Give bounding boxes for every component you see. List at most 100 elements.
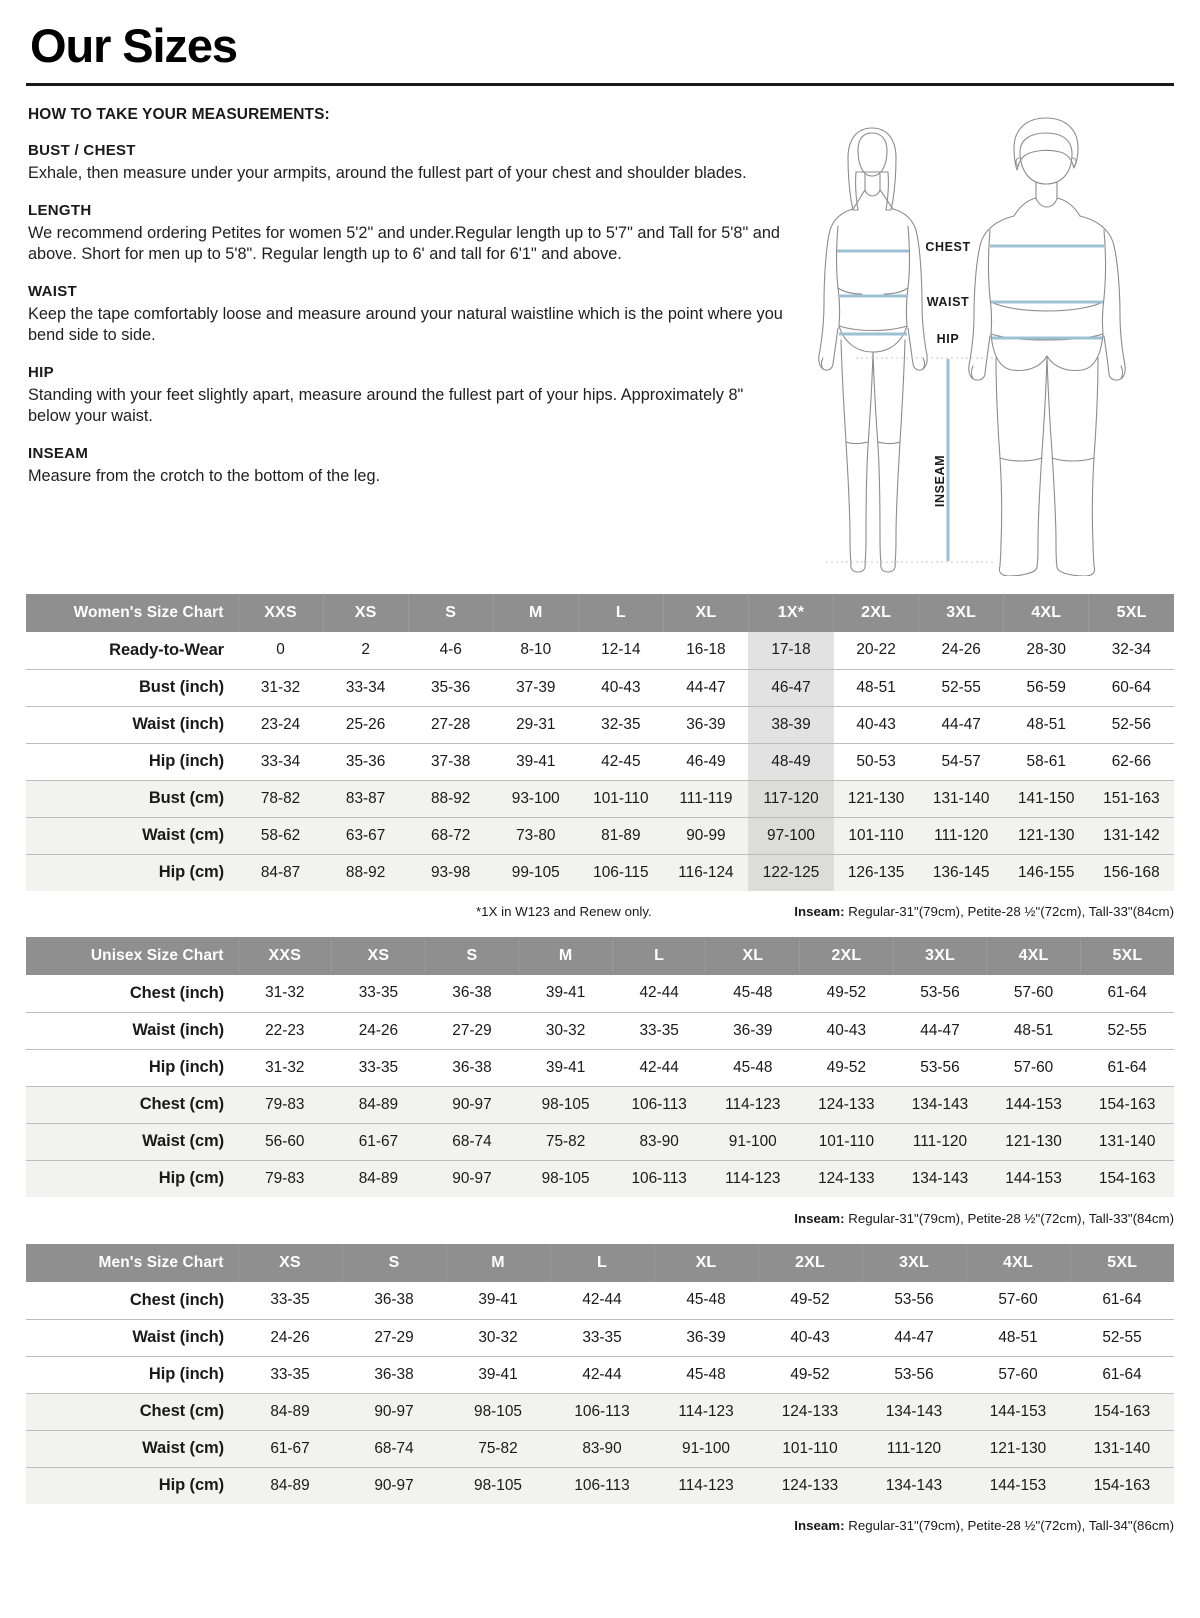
mens-cell: 154-163 (1070, 1467, 1174, 1504)
unisex-column-header-2xl: 2XL (799, 937, 894, 975)
womens-cell: 32-35 (578, 706, 664, 744)
womens-row-label: Hip (inch) (26, 743, 238, 781)
unisex-column-header-xs: XS (331, 937, 426, 975)
womens-cell: 46-49 (663, 743, 749, 781)
womens-cell: 46-47 (748, 669, 834, 707)
mens-column-header-s: S (342, 1244, 447, 1282)
unisex-cell: 61-64 (1080, 975, 1174, 1013)
womens-cell: 44-47 (663, 669, 749, 707)
mens-cell: 91-100 (654, 1430, 758, 1468)
womens-cell: 35-36 (323, 743, 409, 781)
mens-cell: 98-105 (446, 1467, 550, 1504)
instruction-label: BUST / CHEST (28, 142, 136, 159)
unisex-cell: 24-26 (331, 1012, 426, 1050)
womens-cell: 52-56 (1088, 706, 1174, 744)
womens-cell: 60-64 (1088, 669, 1174, 707)
womens-cell: 33-34 (238, 743, 324, 781)
unisex-cell: 68-74 (425, 1123, 519, 1161)
mens-cell: 24-26 (238, 1319, 342, 1357)
mens-row-label: Hip (inch) (26, 1356, 238, 1394)
womens-column-header-xl: XL (663, 594, 749, 632)
unisex-cell: 98-105 (518, 1086, 613, 1124)
womens-size-chart-block: Women's Size Chart XXS XS S M L XL 1X* 2XL 3XL 4X… (26, 594, 1174, 919)
unisex-cell: 36-38 (425, 975, 519, 1013)
unisex-cell: 39-41 (518, 975, 613, 1013)
inseam-label: Inseam: (794, 1211, 845, 1226)
mens-cell: 45-48 (654, 1356, 758, 1394)
unisex-cell: 33-35 (612, 1012, 706, 1050)
mens-cell: 111-120 (862, 1430, 966, 1468)
body-figures-svg: CHEST WAIST HIP INSEAM (818, 117, 1126, 576)
unisex-cell: 114-123 (705, 1086, 800, 1124)
unisex-column-header-3xl: 3XL (893, 937, 988, 975)
womens-cell: 106-115 (578, 854, 664, 891)
womens-cell: 121-130 (833, 780, 919, 818)
womens-header-row: Women's Size Chart XXS XS S M L XL 1X* 2XL 3XL 4X… (26, 594, 1174, 632)
mens-chart-head: Men's Size Chart XS S M L XL 2XL 3XL 4XL 5XL (26, 1244, 1174, 1282)
womens-footnote-1x: *1X in W123 and Renew only. (476, 904, 652, 919)
womens-cell: 52-55 (918, 669, 1004, 707)
womens-cell: 25-26 (323, 706, 409, 744)
inseam-label: INSEAM (933, 455, 947, 507)
womens-cell: 117-120 (748, 780, 834, 818)
womens-cell: 0 (238, 632, 324, 670)
inseam-guides (826, 357, 996, 563)
unisex-cell: 131-140 (1080, 1123, 1174, 1161)
instruction-label: WAIST (28, 282, 77, 300)
mens-row-label: Waist (inch) (26, 1319, 238, 1357)
unisex-cell: 144-153 (986, 1160, 1081, 1197)
mens-row-label: Hip (cm) (26, 1467, 238, 1504)
womens-cell: 24-26 (918, 632, 1004, 670)
mens-row-label: Chest (cm) (26, 1393, 238, 1431)
womens-cell: 73-80 (493, 817, 579, 855)
unisex-chart-head: Unisex Size Chart XXS XS S M L XL 2XL 3XL 4XL 5XL (26, 937, 1174, 975)
mens-cell: 90-97 (342, 1467, 446, 1504)
unisex-cell: 45-48 (705, 975, 800, 1013)
womens-column-header-s: S (408, 594, 494, 632)
womens-cell: 156-168 (1088, 854, 1174, 891)
womens-cell: 68-72 (408, 817, 494, 855)
mens-row-label: Chest (inch) (26, 1282, 238, 1320)
unisex-cell: 49-52 (799, 975, 894, 1013)
womens-cell: 42-45 (578, 743, 664, 781)
unisex-cell: 90-97 (425, 1086, 519, 1124)
womens-cell: 33-34 (323, 669, 409, 707)
mens-chart-body: Chest (inch) 33-35 36-38 39-41 42-44 45-48 49-… (26, 1282, 1174, 1504)
womens-footnote-inseam: Inseam: Regular-31"(79cm), Petite-28 ½"(… (794, 904, 1174, 919)
unisex-chart-title: Unisex Size Chart (26, 937, 239, 975)
unisex-cell: 124-133 (799, 1160, 894, 1197)
womens-cell: 58-61 (1003, 743, 1089, 781)
unisex-cell: 83-90 (612, 1123, 706, 1161)
womens-cell: 29-31 (493, 706, 579, 744)
unisex-cell: 36-39 (705, 1012, 800, 1050)
instruction-body: Standing with your feet slightly apart, … (28, 385, 744, 426)
mens-cell: 124-133 (758, 1467, 862, 1504)
inseam-values: Regular-31"(79cm), Petite-28 ½"(72cm), T… (844, 1211, 1174, 1226)
mens-size-chart-block: Men's Size Chart XS S M L XL 2XL 3XL 4XL 5XL Che… (26, 1244, 1174, 1533)
mens-size-chart-table: Men's Size Chart XS S M L XL 2XL 3XL 4XL 5XL Che… (26, 1244, 1174, 1504)
womens-chart-head: Women's Size Chart XXS XS S M L XL 1X* 2XL 3XL 4X… (26, 594, 1174, 632)
womens-cell: 78-82 (238, 780, 324, 818)
womens-cell: 38-39 (748, 706, 834, 744)
instruction-body: We recommend ordering Petites for women … (28, 223, 780, 264)
unisex-row-label: Chest (inch) (26, 975, 238, 1013)
womens-cell: 50-53 (833, 743, 919, 781)
mens-cell: 90-97 (342, 1393, 446, 1431)
womens-cell: 12-14 (578, 632, 664, 670)
mens-cell: 33-35 (238, 1282, 342, 1320)
table-row: Waist (inch) 22-23 24-26 27-29 30-32 33-35 36-… (26, 1012, 1174, 1050)
womens-column-header-4xl: 4XL (1003, 594, 1090, 632)
unisex-cell: 31-32 (238, 1049, 332, 1087)
mens-cell: 27-29 (342, 1319, 446, 1357)
womens-cell: 2 (323, 632, 409, 670)
unisex-cell: 31-32 (238, 975, 332, 1013)
table-row: Chest (cm) 79-83 84-89 90-97 98-105 106-113 11… (26, 1086, 1174, 1124)
mens-cell: 33-35 (550, 1319, 654, 1357)
mens-row-label: Waist (cm) (26, 1430, 238, 1468)
chest-label: CHEST (925, 240, 970, 254)
table-row: Waist (inch) 24-26 27-29 30-32 33-35 36-39 40-… (26, 1319, 1174, 1357)
mens-cell: 106-113 (550, 1393, 654, 1431)
mens-column-header-m: M (446, 1244, 551, 1282)
mens-cell: 154-163 (1070, 1393, 1174, 1431)
unisex-cell: 22-23 (238, 1012, 332, 1050)
